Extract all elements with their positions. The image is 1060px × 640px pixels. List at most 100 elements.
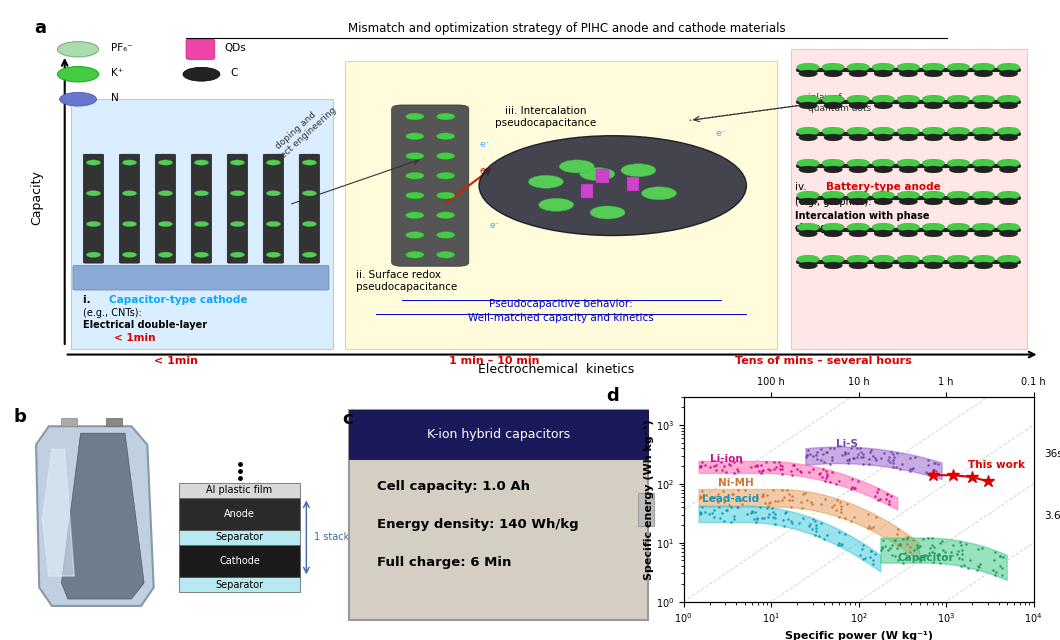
Circle shape bbox=[997, 255, 1020, 264]
Circle shape bbox=[948, 191, 970, 200]
Circle shape bbox=[948, 255, 970, 264]
Circle shape bbox=[797, 127, 819, 136]
Circle shape bbox=[1000, 134, 1018, 141]
Circle shape bbox=[822, 191, 845, 200]
Circle shape bbox=[924, 166, 942, 173]
Circle shape bbox=[974, 134, 993, 141]
Text: Lead-acid: Lead-acid bbox=[702, 494, 759, 504]
Circle shape bbox=[230, 252, 245, 257]
Circle shape bbox=[974, 102, 993, 109]
FancyBboxPatch shape bbox=[179, 577, 300, 592]
Polygon shape bbox=[700, 461, 898, 510]
Circle shape bbox=[974, 230, 993, 237]
Circle shape bbox=[924, 230, 942, 237]
Circle shape bbox=[86, 160, 101, 165]
Text: (e.g., CNTs):: (e.g., CNTs): bbox=[84, 308, 145, 319]
Circle shape bbox=[922, 159, 944, 168]
Circle shape bbox=[849, 230, 867, 237]
Circle shape bbox=[230, 191, 245, 196]
Text: Ni-MH: Ni-MH bbox=[719, 478, 755, 488]
Circle shape bbox=[158, 221, 173, 227]
Text: Full charge: 6 Min: Full charge: 6 Min bbox=[377, 556, 512, 569]
Text: C: C bbox=[230, 68, 237, 77]
Circle shape bbox=[158, 160, 173, 165]
Text: a: a bbox=[34, 19, 46, 36]
Y-axis label: Specific energy (Wh kg⁻¹): Specific energy (Wh kg⁻¹) bbox=[644, 419, 654, 579]
Text: Li-S: Li-S bbox=[836, 439, 858, 449]
Text: 1 stack: 1 stack bbox=[315, 532, 350, 543]
Text: Capacitor: Capacitor bbox=[898, 553, 954, 563]
Text: < 1min: < 1min bbox=[114, 333, 156, 344]
Text: Capacitor-type cathode: Capacitor-type cathode bbox=[109, 295, 247, 305]
Circle shape bbox=[824, 70, 843, 77]
Polygon shape bbox=[61, 433, 144, 599]
FancyBboxPatch shape bbox=[84, 154, 104, 263]
Circle shape bbox=[997, 127, 1020, 136]
FancyBboxPatch shape bbox=[179, 545, 300, 577]
Circle shape bbox=[797, 159, 819, 168]
Circle shape bbox=[437, 132, 455, 140]
Text: Energy density: 140 Wh/kg: Energy density: 140 Wh/kg bbox=[377, 518, 579, 531]
Circle shape bbox=[799, 262, 817, 269]
Circle shape bbox=[872, 191, 895, 200]
Circle shape bbox=[799, 102, 817, 109]
Circle shape bbox=[797, 63, 819, 72]
Text: changes: changes bbox=[795, 223, 841, 233]
Circle shape bbox=[824, 230, 843, 237]
Text: (e.g., graphite):: (e.g., graphite): bbox=[795, 197, 874, 207]
Circle shape bbox=[948, 95, 970, 104]
Text: K⁺: K⁺ bbox=[111, 68, 123, 77]
Text: i.: i. bbox=[84, 295, 94, 305]
Circle shape bbox=[122, 160, 137, 165]
Circle shape bbox=[847, 63, 869, 72]
Circle shape bbox=[1000, 230, 1018, 237]
Circle shape bbox=[948, 63, 970, 72]
Text: Electrochemical  kinetics: Electrochemical kinetics bbox=[478, 363, 634, 376]
Circle shape bbox=[972, 63, 995, 72]
Circle shape bbox=[437, 152, 455, 159]
Circle shape bbox=[824, 134, 843, 141]
FancyBboxPatch shape bbox=[628, 177, 639, 191]
Circle shape bbox=[799, 198, 817, 205]
Circle shape bbox=[266, 221, 281, 227]
Circle shape bbox=[230, 221, 245, 227]
Circle shape bbox=[949, 262, 968, 269]
Circle shape bbox=[872, 127, 895, 136]
Circle shape bbox=[86, 221, 101, 227]
Circle shape bbox=[974, 198, 993, 205]
Circle shape bbox=[897, 95, 920, 104]
Circle shape bbox=[822, 223, 845, 232]
Circle shape bbox=[194, 191, 209, 196]
Text: Electrical double-layer: Electrical double-layer bbox=[84, 320, 208, 330]
Circle shape bbox=[799, 166, 817, 173]
Circle shape bbox=[897, 223, 920, 232]
Circle shape bbox=[302, 221, 317, 227]
Circle shape bbox=[799, 230, 817, 237]
Circle shape bbox=[266, 252, 281, 257]
Circle shape bbox=[847, 95, 869, 104]
Text: iii. Intercalation
pseudocapacitance: iii. Intercalation pseudocapacitance bbox=[495, 106, 597, 128]
Circle shape bbox=[922, 127, 944, 136]
FancyBboxPatch shape bbox=[179, 483, 300, 498]
FancyBboxPatch shape bbox=[179, 530, 300, 545]
Circle shape bbox=[1000, 198, 1018, 205]
Circle shape bbox=[899, 198, 918, 205]
FancyBboxPatch shape bbox=[106, 418, 122, 426]
FancyBboxPatch shape bbox=[597, 169, 608, 183]
Circle shape bbox=[822, 95, 845, 104]
Circle shape bbox=[406, 232, 424, 239]
Circle shape bbox=[406, 113, 424, 120]
Circle shape bbox=[641, 187, 676, 200]
Circle shape bbox=[897, 159, 920, 168]
Circle shape bbox=[849, 70, 867, 77]
Text: Cell capacity: 1.0 Ah: Cell capacity: 1.0 Ah bbox=[377, 479, 530, 493]
Circle shape bbox=[872, 159, 895, 168]
Circle shape bbox=[872, 63, 895, 72]
Circle shape bbox=[1000, 102, 1018, 109]
Circle shape bbox=[302, 160, 317, 165]
Text: e⁻: e⁻ bbox=[479, 140, 490, 149]
Circle shape bbox=[997, 191, 1020, 200]
FancyBboxPatch shape bbox=[392, 105, 469, 266]
Text: This work: This work bbox=[969, 460, 1025, 470]
Circle shape bbox=[230, 160, 245, 165]
